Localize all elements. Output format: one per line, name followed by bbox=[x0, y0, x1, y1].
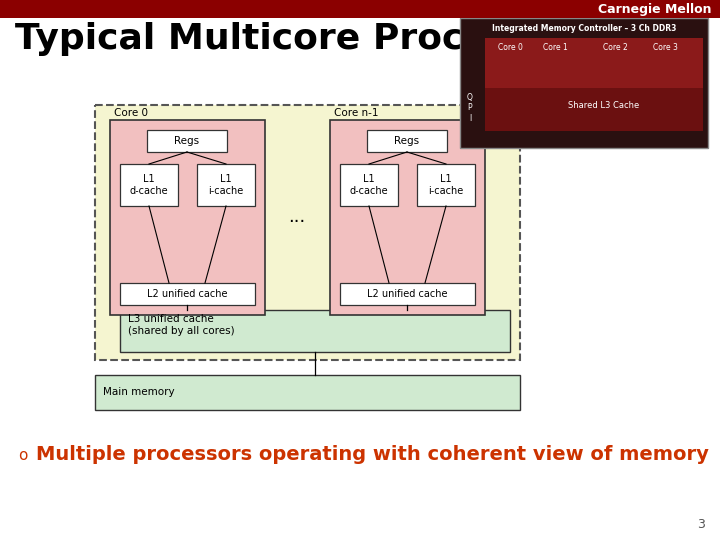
Text: L2 unified cache: L2 unified cache bbox=[147, 289, 228, 299]
Bar bbox=[340, 283, 475, 305]
Text: Q
P
I: Q P I bbox=[467, 93, 473, 123]
Text: Core 0: Core 0 bbox=[114, 108, 148, 118]
Bar bbox=[95, 105, 520, 360]
Text: Carnegie Mellon: Carnegie Mellon bbox=[598, 3, 712, 16]
Text: Core 0: Core 0 bbox=[498, 43, 523, 52]
Text: Core n-1: Core n-1 bbox=[334, 108, 379, 118]
Text: Main memory: Main memory bbox=[103, 387, 175, 397]
Text: Shared L3 Cache: Shared L3 Cache bbox=[568, 101, 639, 110]
Bar bbox=[0, 0, 720, 18]
Text: L1
i-cache: L1 i-cache bbox=[208, 174, 243, 196]
Text: Typical Multicore Processor: Typical Multicore Processor bbox=[15, 22, 574, 56]
Bar bbox=[367, 130, 447, 152]
Text: o: o bbox=[18, 448, 27, 462]
Bar bbox=[120, 283, 255, 305]
Bar bbox=[330, 120, 485, 315]
Text: L1
d-cache: L1 d-cache bbox=[350, 174, 388, 196]
Text: Regs: Regs bbox=[395, 136, 420, 146]
Bar bbox=[485, 38, 703, 98]
Text: Core 3: Core 3 bbox=[652, 43, 678, 52]
Bar bbox=[460, 18, 708, 148]
Bar bbox=[120, 164, 178, 206]
Bar bbox=[110, 120, 265, 315]
Text: L2 unified cache: L2 unified cache bbox=[366, 289, 447, 299]
Text: Core 2: Core 2 bbox=[603, 43, 627, 52]
Bar bbox=[95, 375, 520, 410]
Text: Regs: Regs bbox=[174, 136, 199, 146]
Bar bbox=[197, 164, 255, 206]
Bar bbox=[340, 164, 398, 206]
Bar bbox=[417, 164, 475, 206]
Text: L1
i-cache: L1 i-cache bbox=[428, 174, 464, 196]
Text: Integrated Memory Controller – 3 Ch DDR3: Integrated Memory Controller – 3 Ch DDR3 bbox=[492, 24, 676, 33]
Text: 3: 3 bbox=[697, 518, 705, 531]
Bar bbox=[147, 130, 227, 152]
Bar bbox=[120, 310, 510, 352]
Text: L1
d-cache: L1 d-cache bbox=[130, 174, 168, 196]
Text: L3 unified cache
(shared by all cores): L3 unified cache (shared by all cores) bbox=[128, 314, 235, 335]
Text: ...: ... bbox=[289, 208, 305, 226]
Text: Multiple processors operating with coherent view of memory: Multiple processors operating with coher… bbox=[36, 446, 709, 464]
Bar bbox=[485, 88, 703, 131]
Text: Core 1: Core 1 bbox=[543, 43, 567, 52]
